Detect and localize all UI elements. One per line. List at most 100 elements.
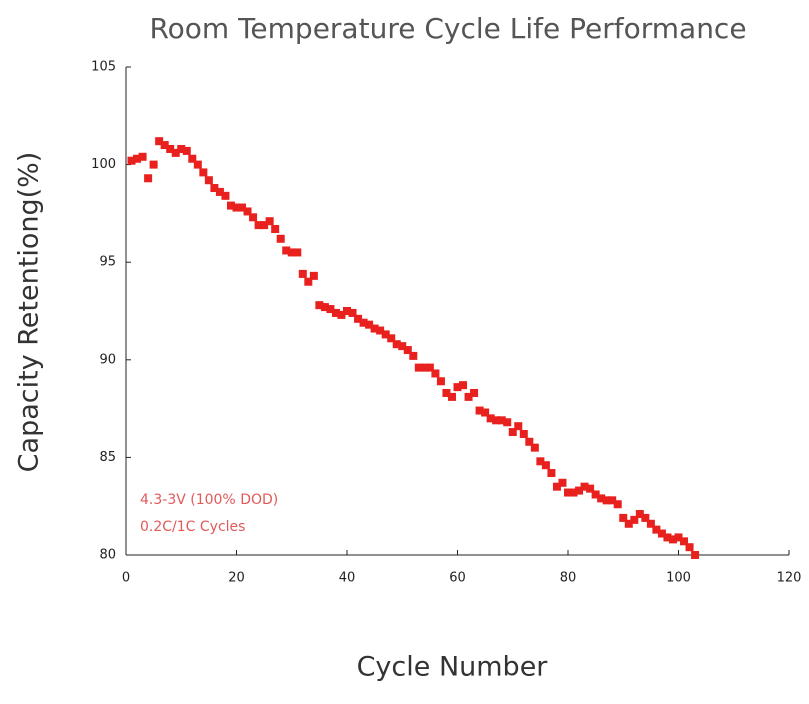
- data-point: [685, 543, 694, 552]
- data-point: [447, 392, 456, 401]
- data-point: [171, 148, 180, 157]
- data-point: [387, 334, 396, 343]
- data-point: [221, 191, 230, 200]
- data-point: [287, 248, 296, 257]
- data-point: [514, 422, 523, 431]
- data-point: [155, 137, 164, 146]
- data-point: [133, 154, 142, 163]
- x-tick-label: 60: [449, 571, 466, 586]
- data-point: [624, 519, 633, 528]
- data-point: [436, 377, 445, 386]
- data-point: [425, 363, 434, 372]
- data-point: [541, 461, 550, 470]
- data-point: [646, 519, 655, 528]
- data-point: [492, 416, 501, 425]
- data-point: [613, 500, 622, 509]
- annotation: 0.2C/1C Cycles: [140, 519, 245, 535]
- data-point: [481, 408, 490, 417]
- data-point: [265, 217, 274, 226]
- data-point: [536, 457, 545, 466]
- data-point: [149, 160, 158, 169]
- x-tick-label: 120: [777, 571, 802, 586]
- data-point: [309, 271, 318, 280]
- data-point: [365, 320, 374, 329]
- data-point: [381, 330, 390, 339]
- y-tick-label: 85: [99, 450, 116, 465]
- data-point: [226, 201, 235, 210]
- data-point: [580, 482, 589, 491]
- data-point: [271, 225, 280, 234]
- data-point: [320, 303, 329, 312]
- data-point: [674, 533, 683, 542]
- data-point: [182, 146, 191, 155]
- data-point: [249, 213, 258, 222]
- data-point: [232, 203, 241, 212]
- data-point: [331, 308, 340, 317]
- data-point: [597, 494, 606, 503]
- data-point: [326, 305, 335, 314]
- data-point: [359, 318, 368, 327]
- x-tick-label: 0: [122, 571, 130, 586]
- data-point: [525, 437, 534, 446]
- data-point: [497, 416, 506, 425]
- data-point: [420, 363, 429, 372]
- data-point: [414, 363, 423, 372]
- data-point: [144, 174, 153, 183]
- data-point: [243, 207, 252, 216]
- data-point: [608, 496, 617, 505]
- data-point: [558, 478, 567, 487]
- data-point: [138, 152, 147, 161]
- data-point: [304, 277, 313, 286]
- y-tick-label: 90: [99, 352, 116, 367]
- data-point: [298, 269, 307, 278]
- data-point: [657, 529, 666, 538]
- data-point: [210, 184, 219, 193]
- data-point: [691, 551, 700, 559]
- data-point: [193, 160, 202, 169]
- data-point: [586, 484, 595, 493]
- data-point: [409, 351, 418, 360]
- data-point: [315, 301, 324, 310]
- data-point: [591, 490, 600, 499]
- data-point: [680, 537, 689, 546]
- x-axis-label: Cycle Number: [357, 652, 549, 683]
- data-point: [160, 141, 169, 150]
- data-point: [403, 346, 412, 355]
- data-point: [337, 310, 346, 319]
- data-point: [486, 414, 495, 423]
- x-tick-label: 80: [560, 571, 577, 586]
- data-point: [602, 496, 611, 505]
- y-tick-label: 80: [99, 548, 116, 563]
- data-point: [199, 168, 208, 177]
- data-point: [475, 406, 484, 415]
- data-point: [663, 533, 672, 542]
- data-point: [575, 486, 584, 495]
- data-point: [652, 525, 661, 534]
- y-axis-label: Capacity Retentiong(%): [14, 152, 45, 473]
- data-point: [564, 488, 572, 497]
- data-point: [530, 443, 539, 452]
- annotation: 4.3-3V (100% DOD): [140, 492, 278, 508]
- data-point: [354, 314, 363, 323]
- data-point: [282, 246, 291, 255]
- data-point: [668, 535, 677, 544]
- data-point: [260, 221, 269, 230]
- data-point: [641, 513, 650, 522]
- data-point: [348, 308, 357, 317]
- data-point: [177, 144, 186, 153]
- data-point: [254, 221, 263, 230]
- data-point: [166, 144, 175, 153]
- y-tick-label: 100: [91, 157, 116, 172]
- data-point: [635, 510, 644, 519]
- data-point: [442, 388, 451, 397]
- chart-title: Room Temperature Cycle Life Performance: [149, 12, 746, 45]
- data-point: [398, 342, 407, 351]
- data-point: [630, 515, 639, 524]
- y-tick-label: 105: [91, 60, 116, 75]
- data-point: [619, 513, 628, 522]
- data-point: [431, 369, 440, 378]
- data-point: [215, 187, 224, 196]
- data-point: [459, 381, 468, 390]
- data-point: [127, 156, 136, 165]
